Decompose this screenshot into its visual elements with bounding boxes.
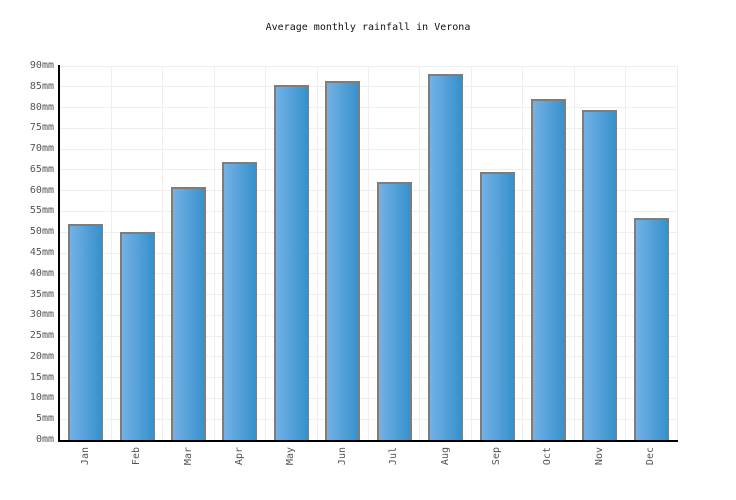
x-tick-label-oct: Oct xyxy=(542,447,554,466)
y-tick-label-10mm: 10mm xyxy=(29,392,54,404)
bar-apr[interactable] xyxy=(222,161,258,440)
y-tick-label-85mm: 85mm xyxy=(29,80,54,92)
y-tick-label-65mm: 65mm xyxy=(29,163,54,175)
x-tick-label-mar: Mar xyxy=(182,447,194,466)
bar-may[interactable] xyxy=(273,84,309,440)
x-tick-label-jun: Jun xyxy=(336,447,348,466)
x-axis-line xyxy=(58,440,678,442)
x-tick-label-dec: Dec xyxy=(645,447,657,466)
y-tick-label-15mm: 15mm xyxy=(29,371,54,383)
y-tick-label-5mm: 5mm xyxy=(35,413,54,425)
bar-dec[interactable] xyxy=(633,217,669,440)
y-tick-label-55mm: 55mm xyxy=(29,205,54,217)
v-gridline xyxy=(522,66,524,440)
v-gridline xyxy=(676,66,678,440)
bar-oct[interactable] xyxy=(530,99,566,440)
x-tick-label-sep: Sep xyxy=(491,447,503,466)
y-tick-label-20mm: 20mm xyxy=(29,350,54,362)
v-gridline xyxy=(573,66,575,440)
y-tick-label-75mm: 75mm xyxy=(29,122,54,134)
v-gridline xyxy=(625,66,627,440)
y-tick-label-50mm: 50mm xyxy=(29,226,54,238)
x-tick-label-feb: Feb xyxy=(131,447,143,466)
y-tick-label-80mm: 80mm xyxy=(29,101,54,113)
v-gridline xyxy=(213,66,215,440)
x-tick-label-apr: Apr xyxy=(233,447,245,466)
bar-sep[interactable] xyxy=(479,171,515,440)
v-gridline xyxy=(368,66,369,440)
x-tick-label-may: May xyxy=(285,447,297,466)
y-tick-label-70mm: 70mm xyxy=(29,143,54,155)
x-tick-label-jul: Jul xyxy=(388,447,400,466)
y-tick-label-35mm: 35mm xyxy=(29,288,54,300)
v-gridline xyxy=(470,66,472,440)
y-tick-label-25mm: 25mm xyxy=(29,330,54,342)
chart-title: Average monthly rainfall in Verona xyxy=(265,22,471,33)
v-gridline xyxy=(316,66,318,440)
y-tick-label-30mm: 30mm xyxy=(29,309,54,321)
bar-aug[interactable] xyxy=(428,74,464,440)
v-gridline xyxy=(110,66,112,440)
v-gridline xyxy=(162,66,164,440)
v-gridline xyxy=(419,66,421,440)
y-tick-label-40mm: 40mm xyxy=(29,267,54,279)
y-tick-label-0mm: 0mm xyxy=(35,434,54,445)
bar-jul[interactable] xyxy=(376,182,412,440)
bar-mar[interactable] xyxy=(171,186,207,440)
bar-nov[interactable] xyxy=(582,109,618,440)
bar-jun[interactable] xyxy=(325,80,361,440)
v-gridline xyxy=(265,66,267,440)
bar-jan[interactable] xyxy=(68,223,104,440)
y-tick-label-45mm: 45mm xyxy=(29,247,54,258)
y-tick-label-60mm: 60mm xyxy=(29,184,54,196)
x-tick-label-nov: Nov xyxy=(593,447,605,466)
y-tick-label-90mm: 90mm xyxy=(29,60,54,71)
y-axis-line xyxy=(58,65,60,442)
bar-feb[interactable] xyxy=(119,232,155,440)
x-tick-label-aug: Aug xyxy=(439,447,451,466)
x-tick-label-jan: Jan xyxy=(79,447,91,466)
